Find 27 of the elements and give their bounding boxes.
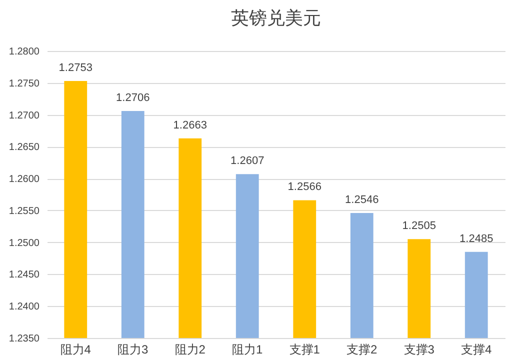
y-tick-label: 1.2600 <box>8 174 40 186</box>
data-label: 1.2663 <box>173 119 207 132</box>
y-tick-label: 1.2400 <box>8 302 40 313</box>
x-tick-label: 阻力3 <box>118 342 149 356</box>
y-tick-label: 1.2650 <box>8 142 40 154</box>
x-tick-label: 支撑2 <box>346 342 378 356</box>
chart-title: 英镑兑美元 <box>231 8 321 28</box>
data-label: 1.2753 <box>58 62 92 74</box>
y-tick-label: 1.2800 <box>8 46 40 58</box>
x-tick-label: 支撑3 <box>404 342 435 356</box>
data-label: 1.2607 <box>230 155 264 168</box>
y-tick-label: 1.2500 <box>8 238 40 249</box>
x-tick-label: 阻力2 <box>174 342 206 356</box>
data-label: 1.2546 <box>345 194 379 206</box>
y-tick-label: 1.2450 <box>8 270 40 281</box>
data-label: 1.2566 <box>288 181 322 194</box>
y-tick-label: 1.2750 <box>8 78 40 90</box>
data-label: 1.2505 <box>402 220 436 232</box>
y-tick-label: 1.2350 <box>8 334 40 344</box>
x-tick-label: 阻力1 <box>232 342 264 356</box>
data-label: 1.2485 <box>460 232 494 245</box>
data-label: 1.2706 <box>116 92 150 104</box>
x-tick-label: 支撑4 <box>461 342 492 356</box>
y-tick-label: 1.2700 <box>8 110 40 122</box>
y-tick-label: 1.2550 <box>8 206 40 217</box>
x-tick-label: 支撑1 <box>289 342 320 356</box>
x-tick-label: 阻力4 <box>60 342 92 356</box>
